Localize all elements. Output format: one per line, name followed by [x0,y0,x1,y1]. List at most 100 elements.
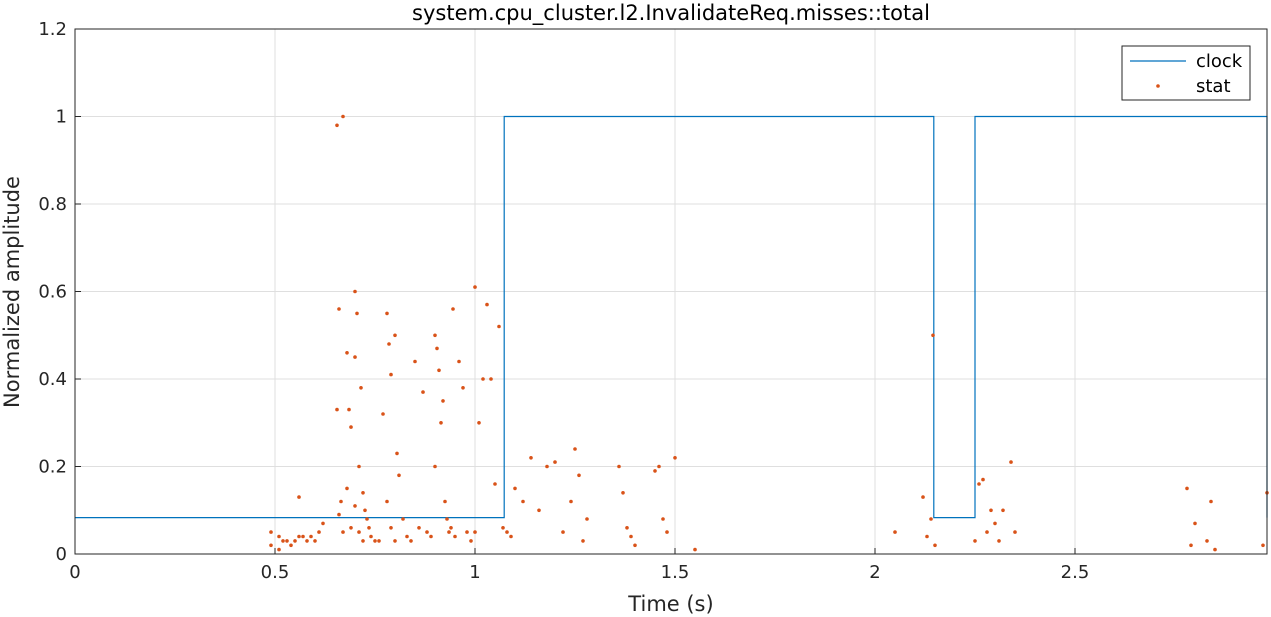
stat-point [457,359,461,364]
stat-point [277,547,281,552]
y-tick-label: 1 [56,107,67,128]
stat-point [485,302,489,307]
stat-point [1001,508,1005,513]
stat-point [693,547,697,552]
stat-point [345,486,349,491]
stat-point [281,539,285,543]
x-tick-label: 1.5 [661,562,690,583]
stat-point [545,464,549,469]
stat-point [269,543,273,548]
stat-point [505,530,509,534]
stat-point [335,123,339,128]
stat-point [1193,521,1197,526]
stat-point [1205,539,1209,543]
stat-point [381,412,385,416]
stat-point [309,534,313,539]
stat-point [337,512,341,517]
stat-point [581,539,585,543]
stat-point [931,333,935,338]
stat-point [269,530,273,534]
stat-point [673,456,677,460]
stat-point [377,539,381,543]
stat-point [465,530,469,534]
stat-point [401,517,405,521]
stat-point [429,534,433,539]
stat-point [353,289,357,294]
stat-point [1209,499,1213,504]
stat-point [387,342,391,346]
stat-point [439,421,443,425]
stat-point [665,530,669,534]
stat-point [977,482,981,486]
stat-point [481,377,485,381]
stat-point [285,539,289,543]
stat-point [473,530,477,534]
stat-point [413,359,417,364]
y-tick-label: 0.6 [38,282,67,303]
stat-point [529,456,533,460]
stat-point [289,543,293,548]
stat-point [985,530,989,534]
stat-point [443,499,447,504]
stat-point [417,526,421,530]
stat-point [353,355,357,359]
stat-point [497,324,501,329]
stat-point [925,534,929,539]
series-layer [75,114,1269,552]
stat-point [633,543,637,548]
stat-point [561,530,565,534]
x-tick-label: 2.5 [1061,562,1090,583]
stat-point [317,530,321,534]
stat-point [893,530,897,534]
stat-point [385,311,389,316]
series-clock-line [75,115,1268,519]
stat-point [653,469,657,473]
stat-point [437,368,441,373]
stat-point [389,526,393,530]
stat-point [657,464,661,469]
stat-point [421,390,425,394]
stat-point [321,521,325,526]
stat-point [393,333,397,338]
stat-point [573,447,577,451]
stat-point [1185,486,1189,491]
stat-point [933,543,937,548]
stat-point [365,517,369,521]
stat-point [341,114,345,119]
stat-point [521,499,525,504]
stat-point [301,534,305,539]
stat-point [981,477,985,482]
stat-point [513,486,517,491]
stat-point [397,473,401,478]
stat-point [997,539,1001,543]
stat-point [989,508,993,513]
stat-point [355,311,359,316]
stat-point [349,526,353,530]
stat-point [425,530,429,534]
stat-point [537,508,541,513]
stat-point [617,464,621,469]
stat-point [347,407,351,412]
stat-point [473,285,477,289]
stat-point [361,539,365,543]
stat-point [1009,460,1013,464]
stat-point [393,539,397,543]
stat-point [449,526,453,530]
stat-point [389,372,393,377]
stat-point [363,508,367,513]
x-tick-label: 0.5 [261,562,290,583]
stat-point [305,539,309,543]
stat-point [629,534,633,539]
stat-point [359,386,363,390]
stat-point [489,377,493,381]
stat-point [441,399,445,403]
stat-point [577,473,581,478]
stat-point [409,539,413,543]
stat-point [469,539,473,543]
stat-point [569,499,573,504]
stat-point [353,504,357,508]
chart-title: system.cpu_cluster.l2.InvalidateReq.miss… [412,1,930,26]
stat-point [453,534,457,539]
stat-point [451,307,455,311]
